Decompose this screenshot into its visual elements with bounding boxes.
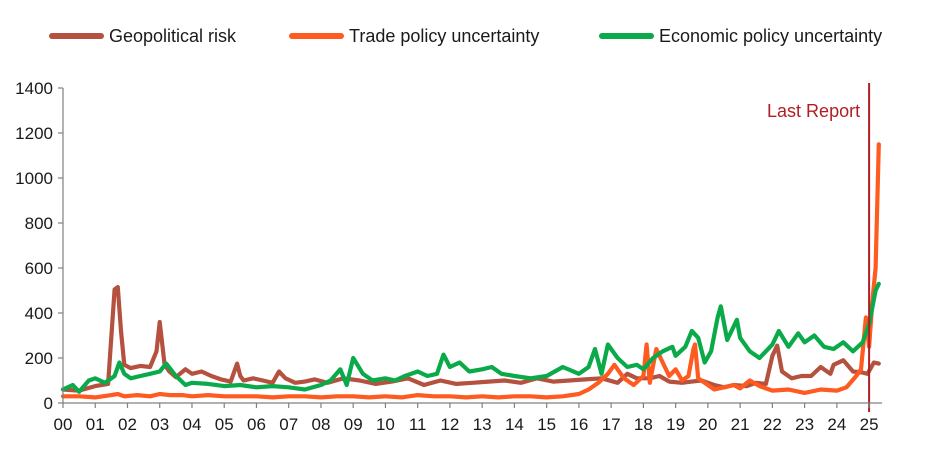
chart-legend: Geopolitical risk Trade policy uncertaint…	[49, 26, 882, 46]
y-tick-label: 1000	[15, 169, 53, 188]
x-tick-label: 05	[215, 415, 234, 434]
x-tick-label: 09	[344, 415, 363, 434]
x-tick-label: 16	[569, 415, 588, 434]
x-tick-label: 24	[827, 415, 846, 434]
series-line-economic	[60, 281, 881, 394]
x-tick-label: 23	[795, 415, 814, 434]
x-tick-label: 14	[505, 415, 524, 434]
x-tick-label: 10	[376, 415, 395, 434]
x-tick-label: 21	[731, 415, 750, 434]
legend-label-economic: Economic policy uncertainty	[659, 26, 882, 46]
x-tick-label: 25	[860, 415, 879, 434]
x-tick-label: 15	[537, 415, 556, 434]
x-tick-label: 04	[183, 415, 202, 434]
y-tick-label: 200	[25, 349, 53, 368]
y-tick-label: 0	[44, 394, 53, 413]
x-tick-label: 17	[602, 415, 621, 434]
annotation-layer: Last Report	[767, 83, 871, 412]
x-tick-label: 20	[698, 415, 717, 434]
x-tick-label: 01	[86, 415, 105, 434]
x-tick-label: 08	[311, 415, 330, 434]
x-tick-label: 06	[247, 415, 266, 434]
x-tick-label: 07	[279, 415, 298, 434]
x-tick-label: 22	[763, 415, 782, 434]
x-tick-label: 12	[440, 415, 459, 434]
chart-axes: 0 200 400 600 800 1000 1200 1400 00 01 02 03 04 05 06 0…	[15, 79, 882, 434]
y-tick-label: 800	[25, 214, 53, 233]
x-tick-label: 00	[54, 415, 73, 434]
last-report-label: Last Report	[767, 101, 860, 121]
series-line-trade	[60, 142, 881, 400]
x-tick-label: 19	[666, 415, 685, 434]
x-tick-label: 13	[473, 415, 492, 434]
x-tick-label: 11	[409, 415, 427, 434]
x-tick-label: 18	[634, 415, 653, 434]
x-tick-label: 03	[150, 415, 169, 434]
y-tick-label: 1200	[15, 124, 53, 143]
series-layer	[60, 142, 881, 400]
series-line-geopolitical	[60, 285, 881, 393]
x-tick-label: 02	[118, 415, 137, 434]
y-tick-label: 400	[25, 304, 53, 323]
legend-label-geopolitical: Geopolitical risk	[109, 26, 237, 46]
y-tick-label: 1400	[15, 79, 53, 98]
y-tick-label: 600	[25, 259, 53, 278]
legend-label-trade: Trade policy uncertainty	[349, 26, 539, 46]
